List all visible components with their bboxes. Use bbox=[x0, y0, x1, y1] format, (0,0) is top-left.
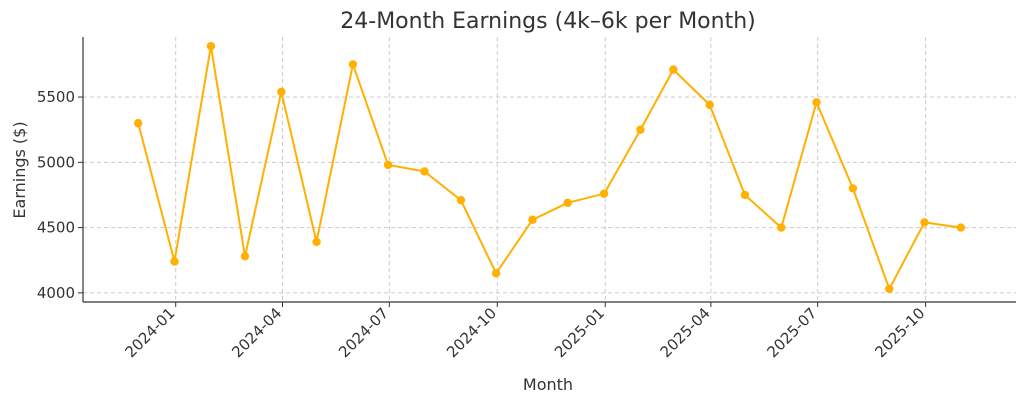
data-point bbox=[563, 198, 572, 207]
data-point bbox=[383, 160, 393, 170]
y-axis-label: Earnings ($) bbox=[10, 121, 29, 218]
y-tick-label: 4500 bbox=[37, 219, 75, 237]
x-tick-label: 2024-10 bbox=[443, 304, 500, 361]
chart-title: 24-Month Earnings (4k–6k per Month) bbox=[340, 9, 755, 34]
data-point bbox=[240, 252, 250, 261]
data-point bbox=[206, 41, 216, 51]
data-point bbox=[491, 269, 501, 278]
x-tick-label: 2024-01 bbox=[121, 304, 178, 361]
x-tick-label: 2024-07 bbox=[335, 304, 392, 361]
data-point bbox=[277, 87, 286, 97]
data-point bbox=[848, 184, 858, 193]
data-point bbox=[420, 167, 429, 176]
data-point bbox=[348, 60, 358, 69]
data-point bbox=[456, 195, 466, 205]
data-point bbox=[636, 125, 645, 134]
series-line bbox=[133, 41, 966, 294]
x-tick-label: 2025-01 bbox=[551, 304, 608, 361]
data-point bbox=[920, 218, 929, 227]
x-tick-label: 2025-04 bbox=[657, 304, 714, 361]
series-line-path bbox=[137, 45, 961, 290]
data-point bbox=[669, 65, 678, 74]
y-tick-label: 5000 bbox=[37, 153, 75, 171]
y-tick-label: 5500 bbox=[37, 88, 75, 106]
data-point bbox=[885, 284, 894, 294]
data-point bbox=[170, 257, 179, 266]
data-point bbox=[777, 223, 786, 232]
y-tick-label: 4000 bbox=[37, 284, 75, 302]
x-tick-label: 2024-04 bbox=[228, 304, 285, 361]
grid bbox=[83, 37, 1016, 302]
x-tick-label: 2025-07 bbox=[763, 304, 820, 361]
data-point bbox=[528, 215, 537, 224]
x-axis-label: Month bbox=[523, 375, 573, 394]
data-point bbox=[133, 118, 143, 128]
data-point bbox=[705, 100, 714, 110]
x-tick-label: 2025-10 bbox=[871, 304, 928, 361]
x-ticks: 2024-01 2024-04 2024-07 2024-10 2025-01 2025-… bbox=[121, 302, 928, 361]
data-point bbox=[312, 237, 321, 247]
y-ticks: 4000 4500 5000 5500 bbox=[37, 88, 83, 302]
data-point bbox=[740, 190, 750, 200]
data-point bbox=[812, 98, 821, 107]
data-point bbox=[956, 223, 966, 232]
data-point bbox=[599, 189, 609, 198]
